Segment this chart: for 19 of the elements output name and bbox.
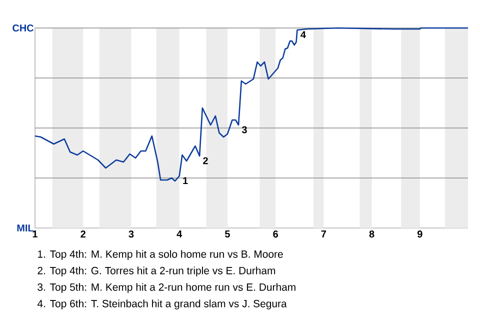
- x-tick-label: 1: [32, 230, 38, 238]
- annotation: 2: [203, 157, 208, 164]
- annotation: 3: [242, 126, 247, 134]
- x-tick-label: 8: [369, 230, 374, 238]
- x-tick-label: 7: [321, 230, 326, 238]
- text: 3. Top 5th: M. Kemp hit a 2-run home run vs E. Durham: [38, 283, 296, 293]
- x-tick-label: 5: [224, 230, 230, 238]
- x-tick-label: 4: [176, 230, 182, 238]
- x-tick-label: 2: [80, 230, 86, 238]
- x-tick-label: 9: [417, 230, 422, 238]
- x-tick-label: 3: [128, 230, 134, 238]
- text: 4. Top 6th: T. Steinbach hit a grand slam vs J. Segura: [37, 300, 287, 310]
- text: 1. Top 4th: M. Kemp hit a solo home run vs B. Moore: [38, 250, 283, 260]
- annotation: 1: [183, 177, 188, 184]
- annotation: 4: [300, 31, 306, 38]
- x-tick-label: 6: [273, 230, 278, 238]
- text: CHC: [12, 24, 34, 32]
- text: 2. Top 4th: G. Torres hit a 2-run triple vs E. Durham: [38, 266, 276, 276]
- text: MIL: [17, 224, 34, 232]
